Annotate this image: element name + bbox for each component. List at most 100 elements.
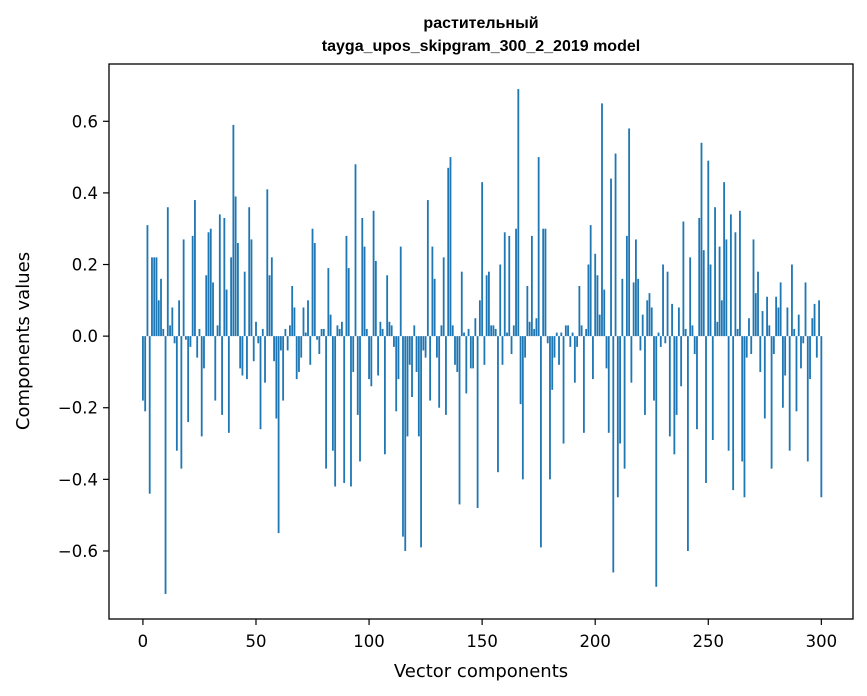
bar (429, 336, 432, 401)
bar (221, 336, 223, 415)
bar (503, 232, 506, 337)
bar (295, 336, 298, 380)
bar (456, 336, 459, 372)
bar (372, 210, 375, 337)
bar (483, 336, 486, 365)
bar (535, 318, 538, 337)
bar (381, 328, 384, 337)
bar (499, 264, 502, 337)
bar (725, 239, 728, 337)
bar (806, 336, 809, 462)
bar (727, 336, 730, 451)
bar (252, 336, 255, 362)
y-axis-label: Components values (13, 252, 34, 430)
bar (151, 257, 153, 337)
bar (546, 336, 549, 344)
bar (553, 336, 556, 358)
bar (289, 325, 291, 337)
bar (781, 336, 784, 408)
bar (754, 293, 757, 337)
bar (802, 336, 805, 344)
bar (576, 336, 579, 347)
bar (813, 303, 816, 337)
bar (162, 328, 165, 337)
bar (246, 336, 248, 380)
bar (544, 228, 547, 337)
bar (259, 336, 262, 430)
bar (388, 321, 391, 337)
bar (363, 246, 366, 337)
bar (729, 214, 732, 337)
bar (677, 307, 680, 337)
bar (411, 336, 413, 397)
bar (530, 235, 533, 337)
bar (345, 235, 348, 337)
bar (564, 325, 567, 337)
bar (155, 257, 158, 337)
bar (261, 328, 264, 337)
bar (759, 336, 762, 372)
bar (171, 307, 174, 337)
bar (691, 325, 694, 337)
y-tick-label: −0.6 (58, 542, 98, 561)
bar (198, 328, 201, 337)
bar (761, 311, 764, 337)
bar (194, 200, 196, 337)
bar (772, 336, 775, 355)
bar (736, 328, 739, 337)
bar (318, 336, 321, 355)
bar (148, 336, 151, 494)
bar (630, 336, 633, 383)
bar (655, 336, 658, 587)
bar (467, 328, 470, 337)
bar (214, 336, 217, 401)
bar (390, 325, 393, 337)
bar (508, 235, 511, 337)
bar (304, 332, 307, 337)
bar (361, 217, 364, 337)
x-tick-label: 0 (138, 632, 149, 651)
bar (800, 336, 802, 369)
bar (791, 264, 793, 337)
bar (291, 286, 294, 337)
bar (644, 336, 646, 415)
bar (628, 128, 631, 337)
bar (621, 278, 624, 337)
bar (277, 336, 280, 534)
bar (745, 336, 748, 358)
bar (687, 336, 689, 551)
bar (200, 336, 203, 437)
bar (648, 293, 651, 337)
bar (689, 257, 692, 337)
bar (578, 286, 581, 337)
bar (734, 232, 737, 337)
bar (707, 160, 710, 337)
bar (607, 336, 610, 433)
bar (720, 300, 723, 337)
bar (365, 328, 368, 337)
bar (711, 336, 714, 440)
bar (492, 325, 495, 337)
bar (680, 336, 683, 387)
bar (766, 296, 768, 337)
bar (279, 336, 282, 351)
bar (203, 336, 205, 369)
bar (668, 336, 671, 437)
bar (393, 336, 395, 347)
bar (404, 336, 407, 551)
bar (675, 336, 678, 415)
plot-frame (108, 63, 854, 620)
bar (160, 278, 162, 337)
bar (273, 336, 275, 362)
bar (526, 286, 529, 337)
bar (555, 332, 558, 337)
bar (166, 207, 169, 337)
bar (415, 336, 418, 372)
bar (601, 103, 603, 337)
bar (551, 336, 554, 390)
bar (705, 336, 707, 483)
bar (157, 300, 160, 337)
y-tick-label: 0.6 (72, 112, 98, 131)
bar (569, 336, 572, 347)
bar (481, 182, 484, 337)
